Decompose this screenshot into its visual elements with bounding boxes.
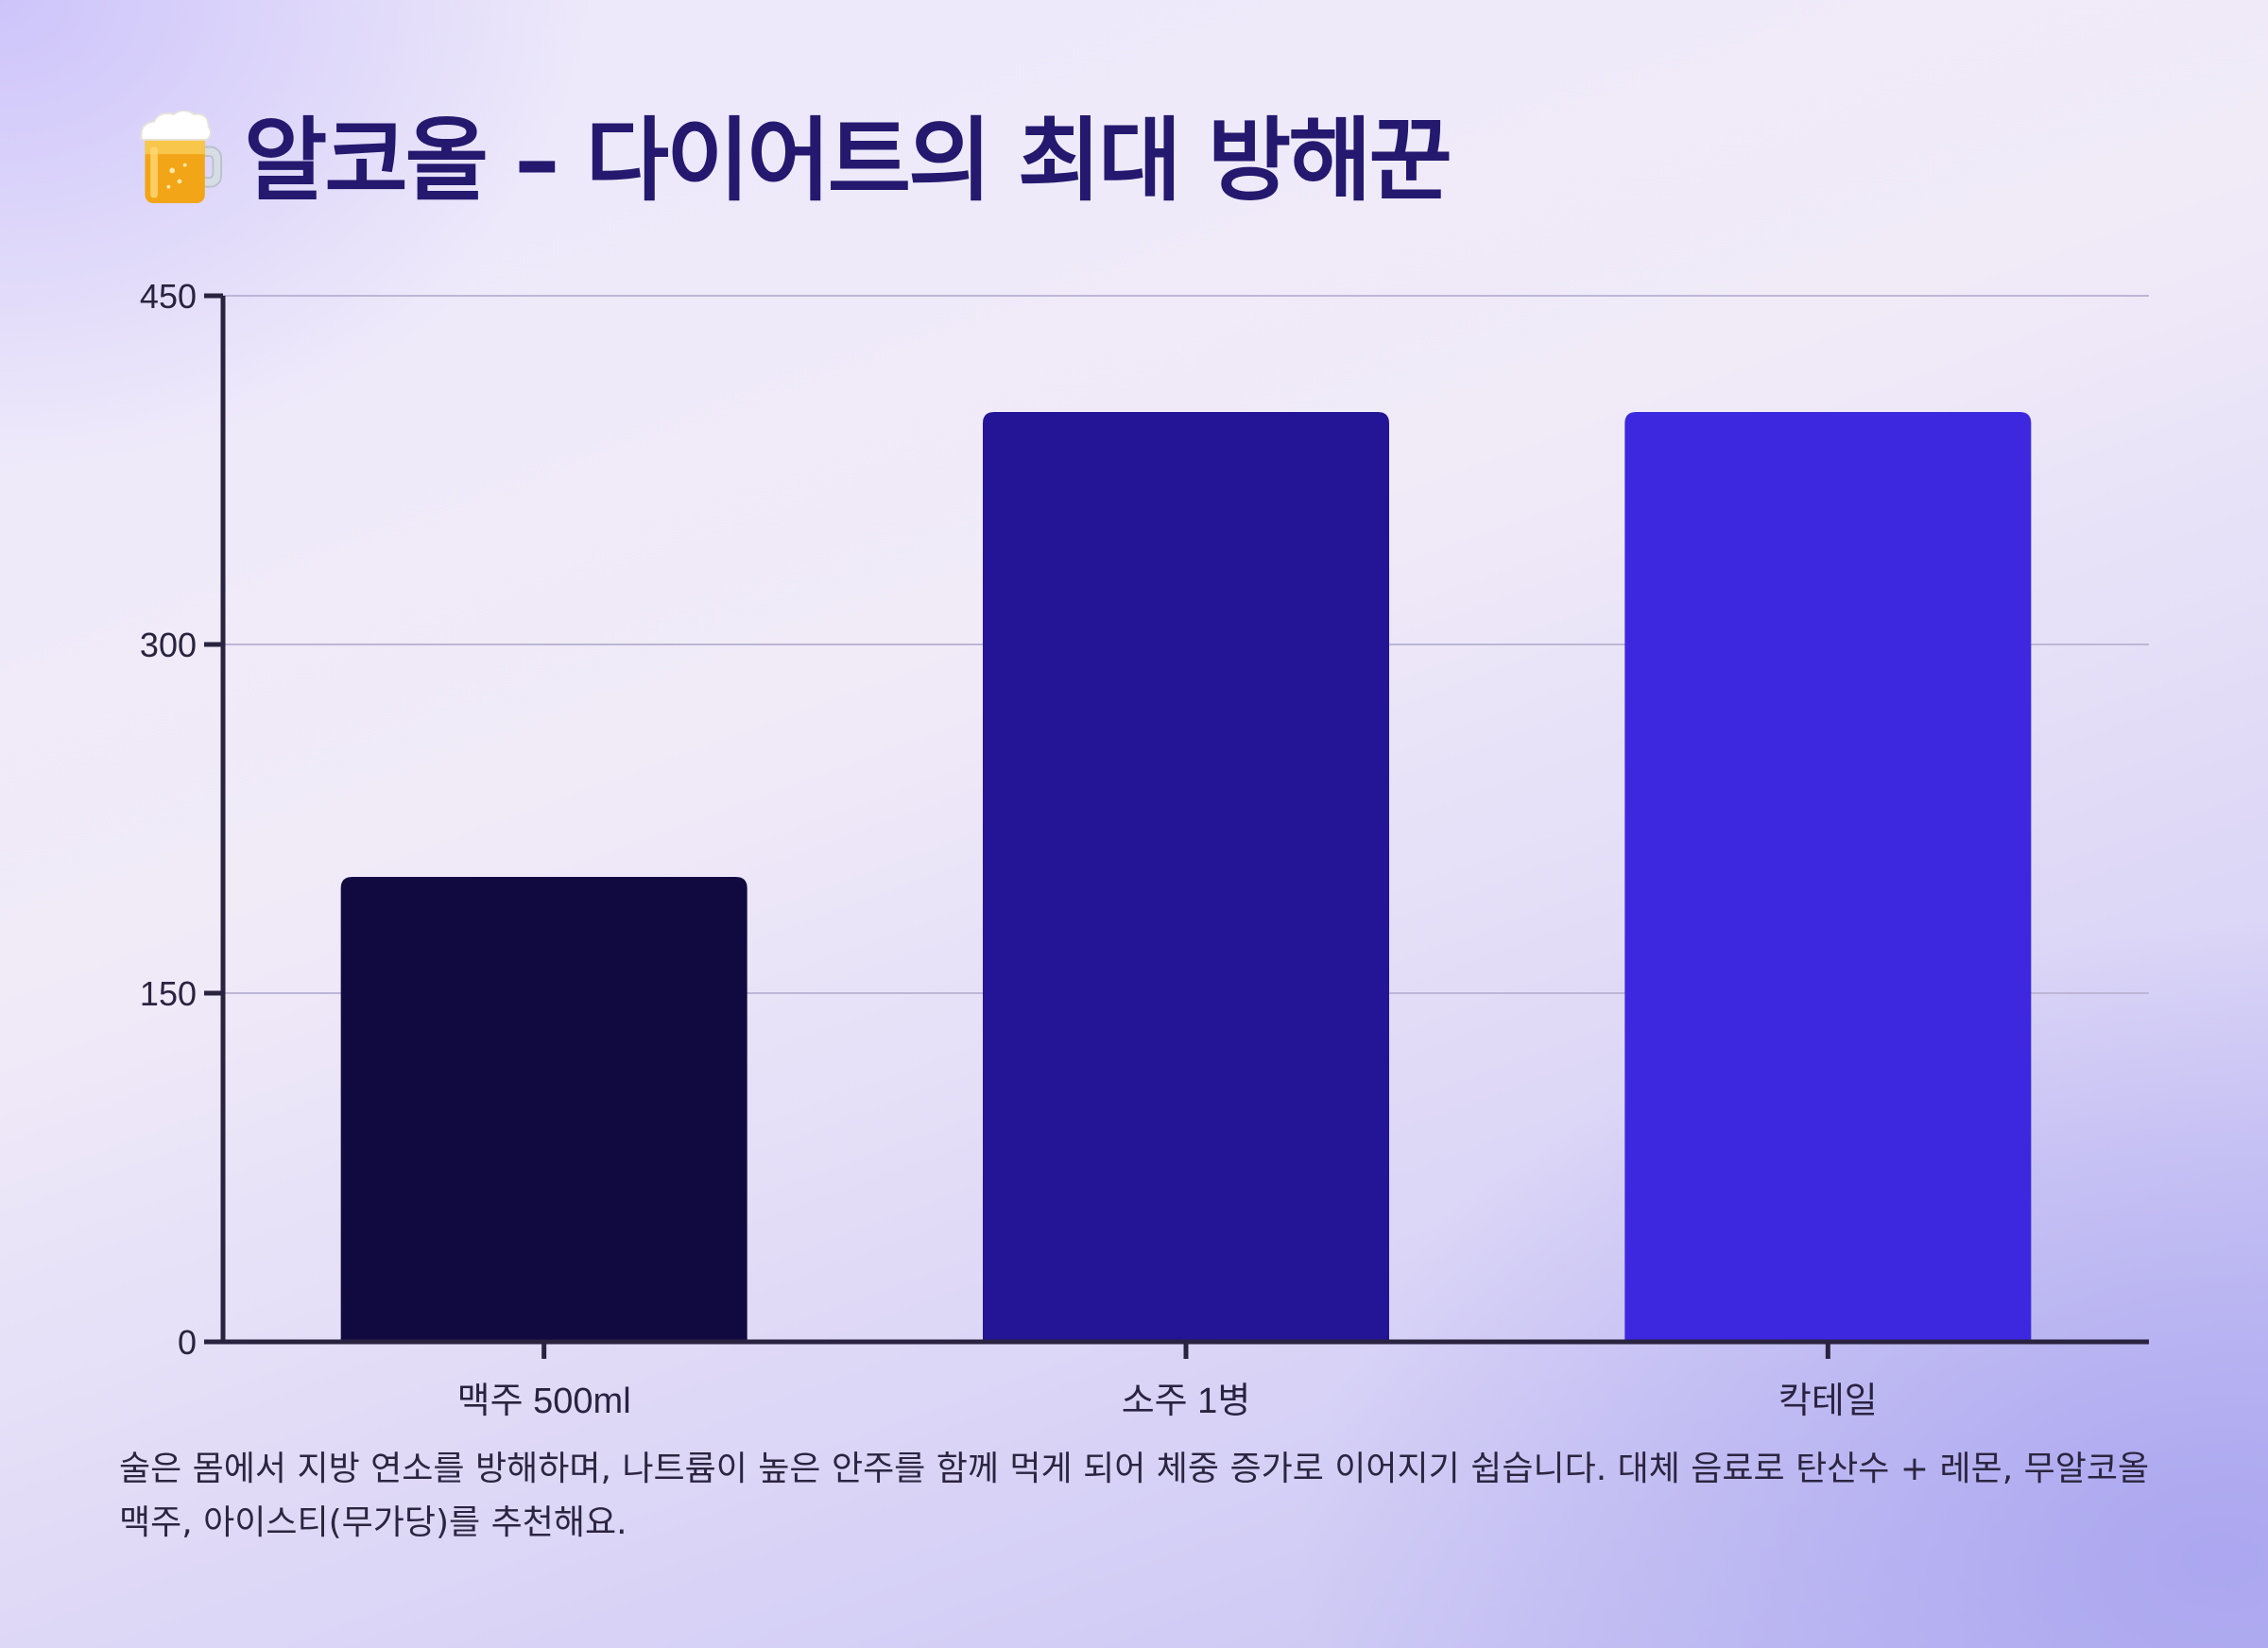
bar	[983, 412, 1389, 1342]
y-axis-ticks: 0 150 300 450	[140, 277, 223, 1362]
x-axis-ticks: 맥주 500ml 소주 1병 칵테일	[457, 1342, 1878, 1421]
y-tick-label: 150	[140, 974, 197, 1013]
y-tick-label: 0	[178, 1323, 197, 1362]
x-tick-label: 맥주 500ml	[457, 1382, 631, 1421]
bar	[340, 877, 747, 1342]
x-tick-label: 칵테일	[1778, 1382, 1878, 1421]
page-title-text: 알코올 – 다이어트의 최대 방해꾼	[244, 108, 1452, 214]
y-tick-label: 300	[140, 626, 197, 664]
bars	[340, 412, 2032, 1342]
chart-note: 술은 몸에서 지방 연소를 방해하며, 나트륨이 높은 안주를 함께 먹게 되어…	[119, 1450, 2150, 1542]
x-tick-label: 소주 1병	[1122, 1382, 1251, 1421]
y-tick-label: 450	[140, 277, 197, 316]
page-title: 알코올 – 다이어트의 최대 방해꾼	[132, 87, 1452, 218]
bar	[1624, 412, 2032, 1342]
beer-mug-icon	[139, 111, 223, 203]
bar-chart: 0 150 300 450 맥주 500ml 소주 1병 칵테일	[140, 277, 2149, 1421]
